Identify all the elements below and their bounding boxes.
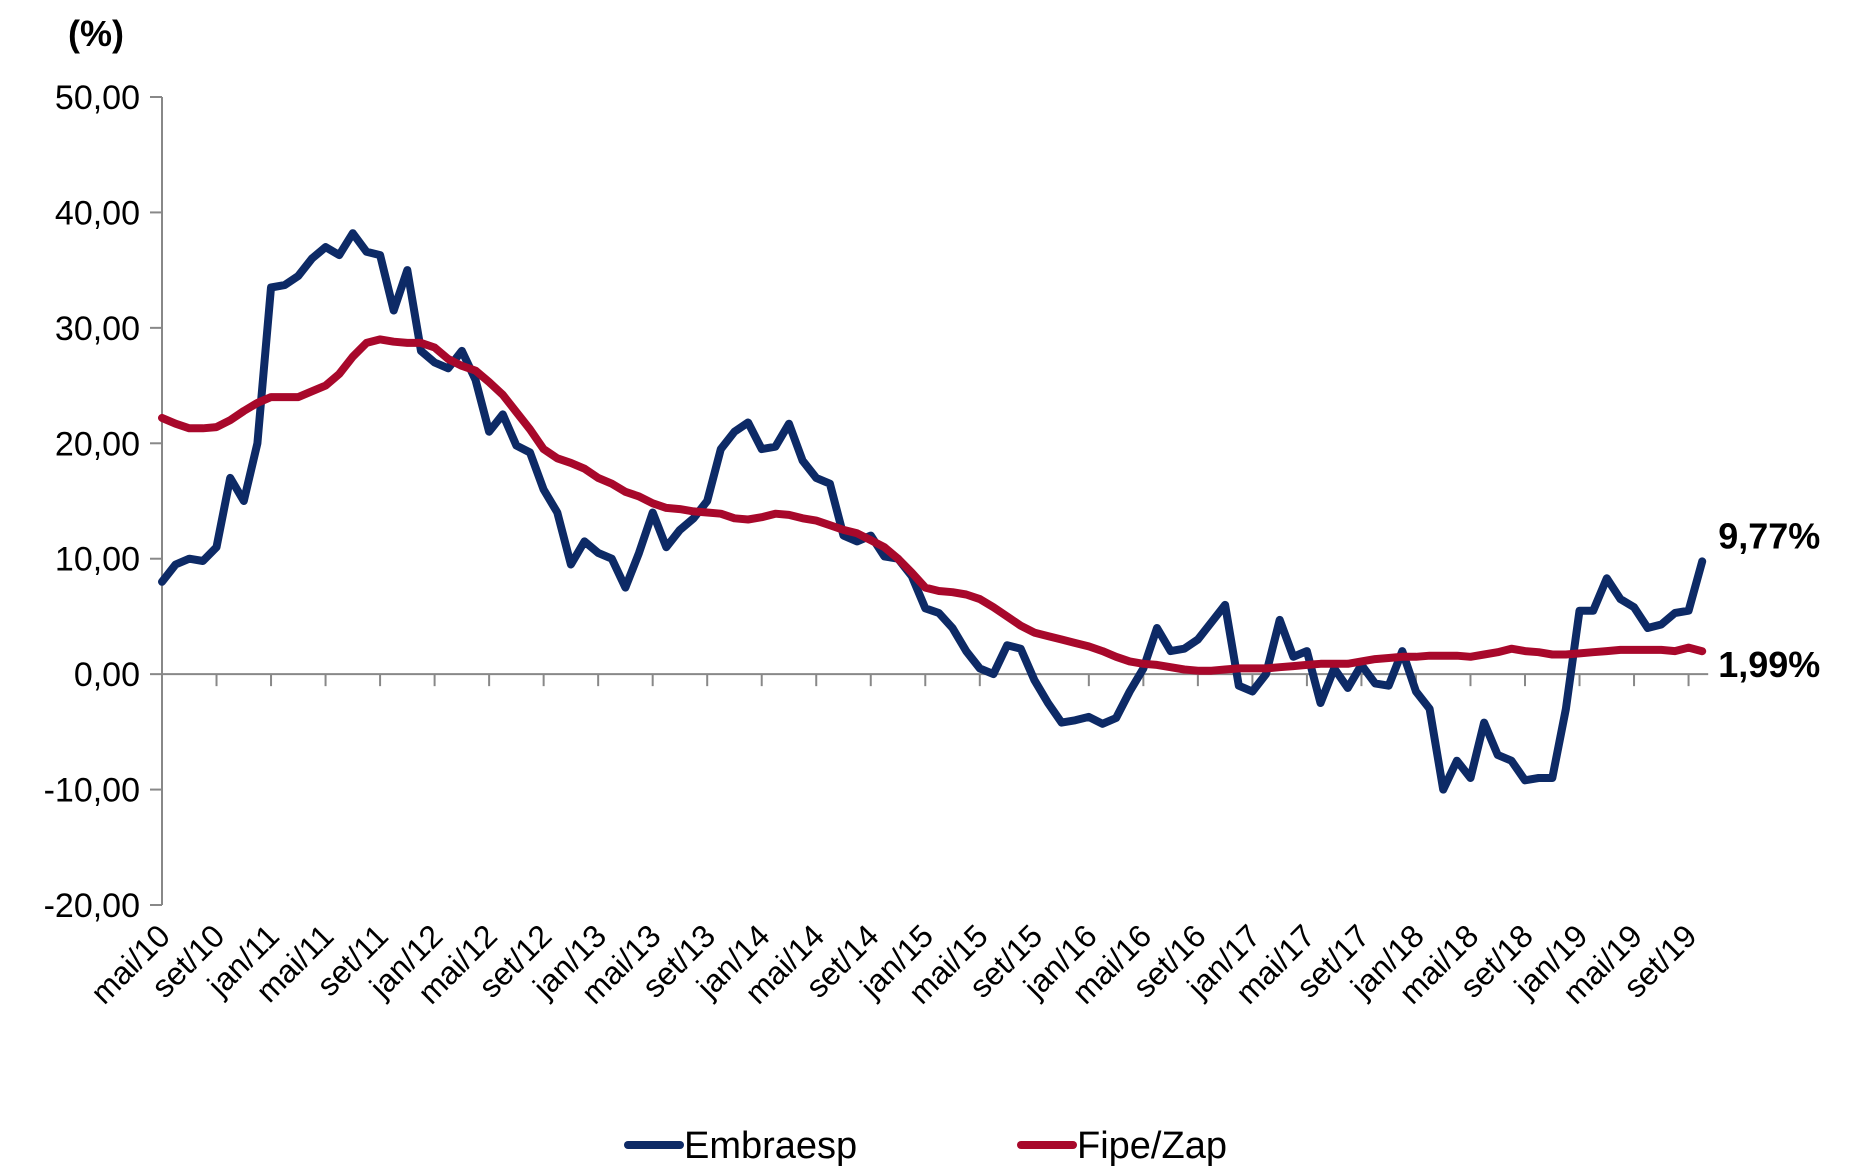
- y-tick-label: 10,00: [55, 541, 140, 579]
- y-tick-label: 50,00: [55, 79, 140, 117]
- legend-label: Embraesp: [684, 1125, 857, 1167]
- y-tick-label: -10,00: [44, 772, 140, 810]
- series-line: [158, 335, 1707, 675]
- y-tick-label: 0,00: [74, 656, 140, 694]
- series-line: [158, 229, 1707, 794]
- value-label: 1,99%: [1718, 644, 1820, 685]
- y-tick-label: 30,00: [55, 310, 140, 348]
- legend-label: Fipe/Zap: [1077, 1125, 1227, 1167]
- value-label: 9,77%: [1718, 515, 1820, 556]
- y-tick-label: 40,00: [55, 194, 140, 232]
- y-axis-label: (%): [68, 13, 124, 54]
- y-tick-label: -20,00: [44, 887, 140, 925]
- y-tick-label: 20,00: [55, 425, 140, 463]
